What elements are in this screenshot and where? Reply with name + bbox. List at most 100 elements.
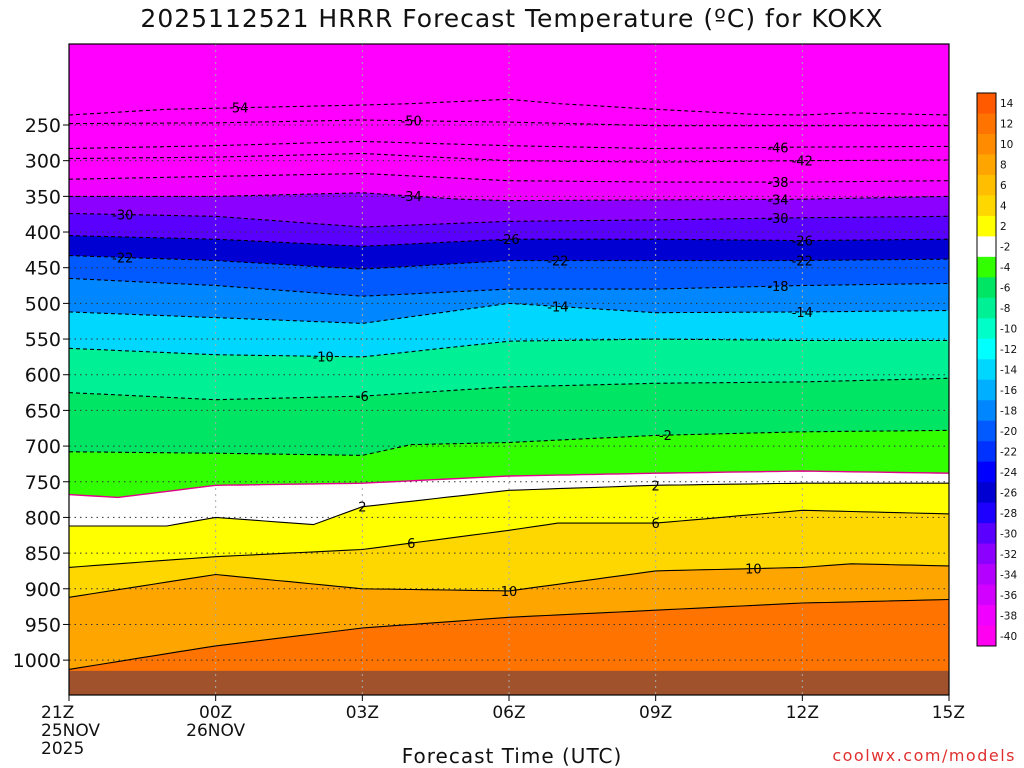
isotherm-6 [69,509,949,568]
y-tick-label-850: 850 [25,543,61,565]
colorbar-label--14: -14 [1000,365,1017,377]
colorbar-label--28: -28 [1000,508,1017,520]
colorbar-swatch-14 [977,93,996,114]
y-tick-label-1000: 1000 [13,650,61,672]
colorbar-swatch-2 [977,215,996,237]
y-tick-label-350: 350 [25,186,61,208]
isotherm-label: 2 [652,479,660,494]
colorbar-label--32: -32 [1000,549,1017,561]
colorbar-swatch--22 [977,441,996,463]
isotherm-label: -30 [112,209,133,224]
colorbar-swatch--18 [977,400,996,422]
y-tick-label-900: 900 [25,579,61,601]
x-tick-label-00Z: 00Z [199,703,232,723]
isotherm-label: -30 [767,212,788,227]
colorbar-swatch-6 [977,174,996,196]
isotherm-label: -50 [401,115,422,130]
colorbar-label-14: 14 [1000,98,1014,110]
isotherm-label: 6 [652,517,660,532]
colorbar-label--6: -6 [1000,283,1011,295]
colorbar-label-12: 12 [1000,119,1013,131]
y-tick-label-950: 950 [25,614,61,636]
colorbar-label--16: -16 [1000,385,1017,397]
colorbar-swatch--10 [977,318,996,340]
colorbar-swatch--12 [977,338,996,360]
y-tick-label-650: 650 [25,400,61,422]
y-tick-label-600: 600 [25,365,61,387]
x-axis-title: Forecast Time (UTC) [401,744,623,768]
x-tick-label-06Z: 06Z [492,703,525,723]
isotherm-label: 2 [358,501,366,516]
credit-link[interactable]: coolwx.com/models [832,746,1016,765]
isotherm-label: 54 [232,102,249,117]
isotherm-label: -14 [547,300,568,315]
colorbar-label-6: 6 [1000,180,1007,192]
colorbar-frame [976,92,997,647]
colorbar-label--26: -26 [1000,487,1017,499]
colorbar-label--12: -12 [1000,344,1017,356]
isotherm--14 [69,302,949,324]
colorbar-label-2: 2 [1000,221,1007,233]
colorbar-label--40: -40 [1000,631,1017,643]
isotherm-10 [69,563,949,598]
colorbar-swatch--20 [977,420,996,442]
colorbar-swatch--36 [977,584,996,606]
x-tick-label-12Z: 12Z [786,703,819,723]
colorbar-label--36: -36 [1000,590,1017,602]
y-tick-label-250: 250 [25,115,61,137]
isotherm-label: -22 [547,255,568,270]
y-tick-label-300: 300 [25,151,61,173]
colorbar-label--34: -34 [1000,569,1017,581]
colorbar-label--2: -2 [1000,242,1010,254]
colorbar-swatch--30 [977,523,996,545]
colorbar-swatch--8 [977,297,996,319]
x-tick-date: 25NOV [41,721,100,741]
y-tick-label-400: 400 [25,222,61,244]
colorbar-swatch-4 [977,195,996,217]
isotherm-label: -6 [356,390,369,405]
x-tick-label-09Z: 09Z [639,703,672,723]
colorbar-label--30: -30 [1000,528,1017,540]
colorbar-label--24: -24 [1000,467,1017,479]
x-tick-date: 26NOV [186,721,245,741]
colorbar-label-8: 8 [1000,160,1007,172]
isotherm-label: -14 [792,306,813,321]
isotherm-label: 10 [745,563,762,578]
x-tick-label-03Z: 03Z [346,703,379,723]
page-title: 2025112521 HRRR Forecast Temperature (ºC… [140,4,884,33]
colorbar-swatch--6 [977,277,996,299]
colorbar-swatch--38 [977,605,996,627]
colorbar-swatch--32 [977,543,996,565]
colorbar-label--38: -38 [1000,610,1017,622]
isotherm-0 [69,470,949,499]
colorbar-label-10: 10 [1000,139,1013,151]
colorbar-swatch-12 [977,113,996,135]
colorbar-swatch--34 [977,564,996,586]
colorbar-swatch--26 [977,482,996,504]
isotherm-label: 6 [407,537,415,552]
isotherm-label: -10 [313,350,334,365]
isotherm-label: -18 [767,280,788,295]
isotherm-14 [69,598,949,670]
colorbar-swatch--28 [977,502,996,524]
x-tick-year: 2025 [41,739,84,759]
isotherm-label: -2 [659,429,672,444]
colorbar-swatch--14 [977,359,996,381]
isotherm-label: -34 [401,190,422,205]
isotherm-label: -42 [792,155,813,170]
colorbar-label--22: -22 [1000,446,1017,458]
colorbar-swatch-8 [977,154,996,176]
colorbar-swatch--2 [977,236,996,258]
y-tick-label-450: 450 [25,258,61,280]
colorbar-swatch--40 [977,625,996,647]
colorbar-label-4: 4 [1000,201,1007,213]
isotherm-label: -26 [792,235,813,250]
y-tick-label-550: 550 [25,329,61,351]
isotherm-label: -22 [112,251,133,266]
colorbar-swatch--16 [977,379,996,401]
isotherm-label: -26 [498,233,519,248]
colorbar-label--4: -4 [1000,262,1011,274]
colorbar-swatch--24 [977,461,996,483]
x-tick-label-21Z: 21Z [41,703,74,723]
